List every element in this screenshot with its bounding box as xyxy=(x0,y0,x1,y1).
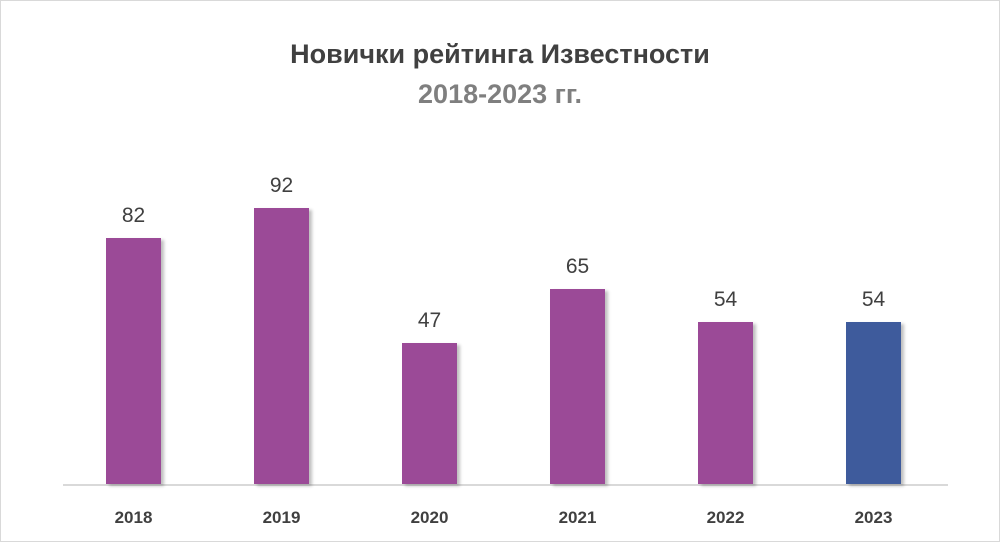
bar-2018 xyxy=(106,238,161,484)
chart-subtitle: 2018-2023 гг. xyxy=(418,79,582,109)
x-tick-label-2018: 2018 xyxy=(114,508,153,527)
bar-2020 xyxy=(402,343,457,484)
chart-title: Новички рейтинга Известности xyxy=(290,39,710,69)
data-label-2019: 92 xyxy=(269,174,294,197)
x-tick-label-2020: 2020 xyxy=(410,508,449,527)
data-label-2020: 47 xyxy=(417,309,442,332)
x-tick-label-2022: 2022 xyxy=(706,508,745,527)
bar-2021 xyxy=(550,289,605,484)
bar-2022 xyxy=(698,322,753,484)
data-label-2021: 65 xyxy=(565,255,590,278)
x-tick-label-2019: 2019 xyxy=(262,508,301,527)
x-tick-label-2021: 2021 xyxy=(558,508,597,527)
data-label-2022: 54 xyxy=(713,288,738,311)
data-label-2023: 54 xyxy=(861,288,886,311)
data-label-2018: 82 xyxy=(121,204,146,227)
x-tick-label-2023: 2023 xyxy=(854,508,893,527)
x-axis-line xyxy=(63,484,948,486)
bar-2019 xyxy=(254,208,309,484)
bar-2023 xyxy=(846,322,901,484)
